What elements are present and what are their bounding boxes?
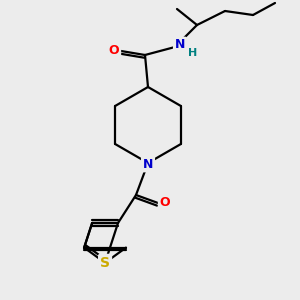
Text: O: O [160,196,170,209]
Text: N: N [175,38,185,52]
Text: H: H [188,48,198,58]
Text: S: S [100,256,110,270]
Text: N: N [143,158,153,170]
Text: O: O [109,44,119,58]
